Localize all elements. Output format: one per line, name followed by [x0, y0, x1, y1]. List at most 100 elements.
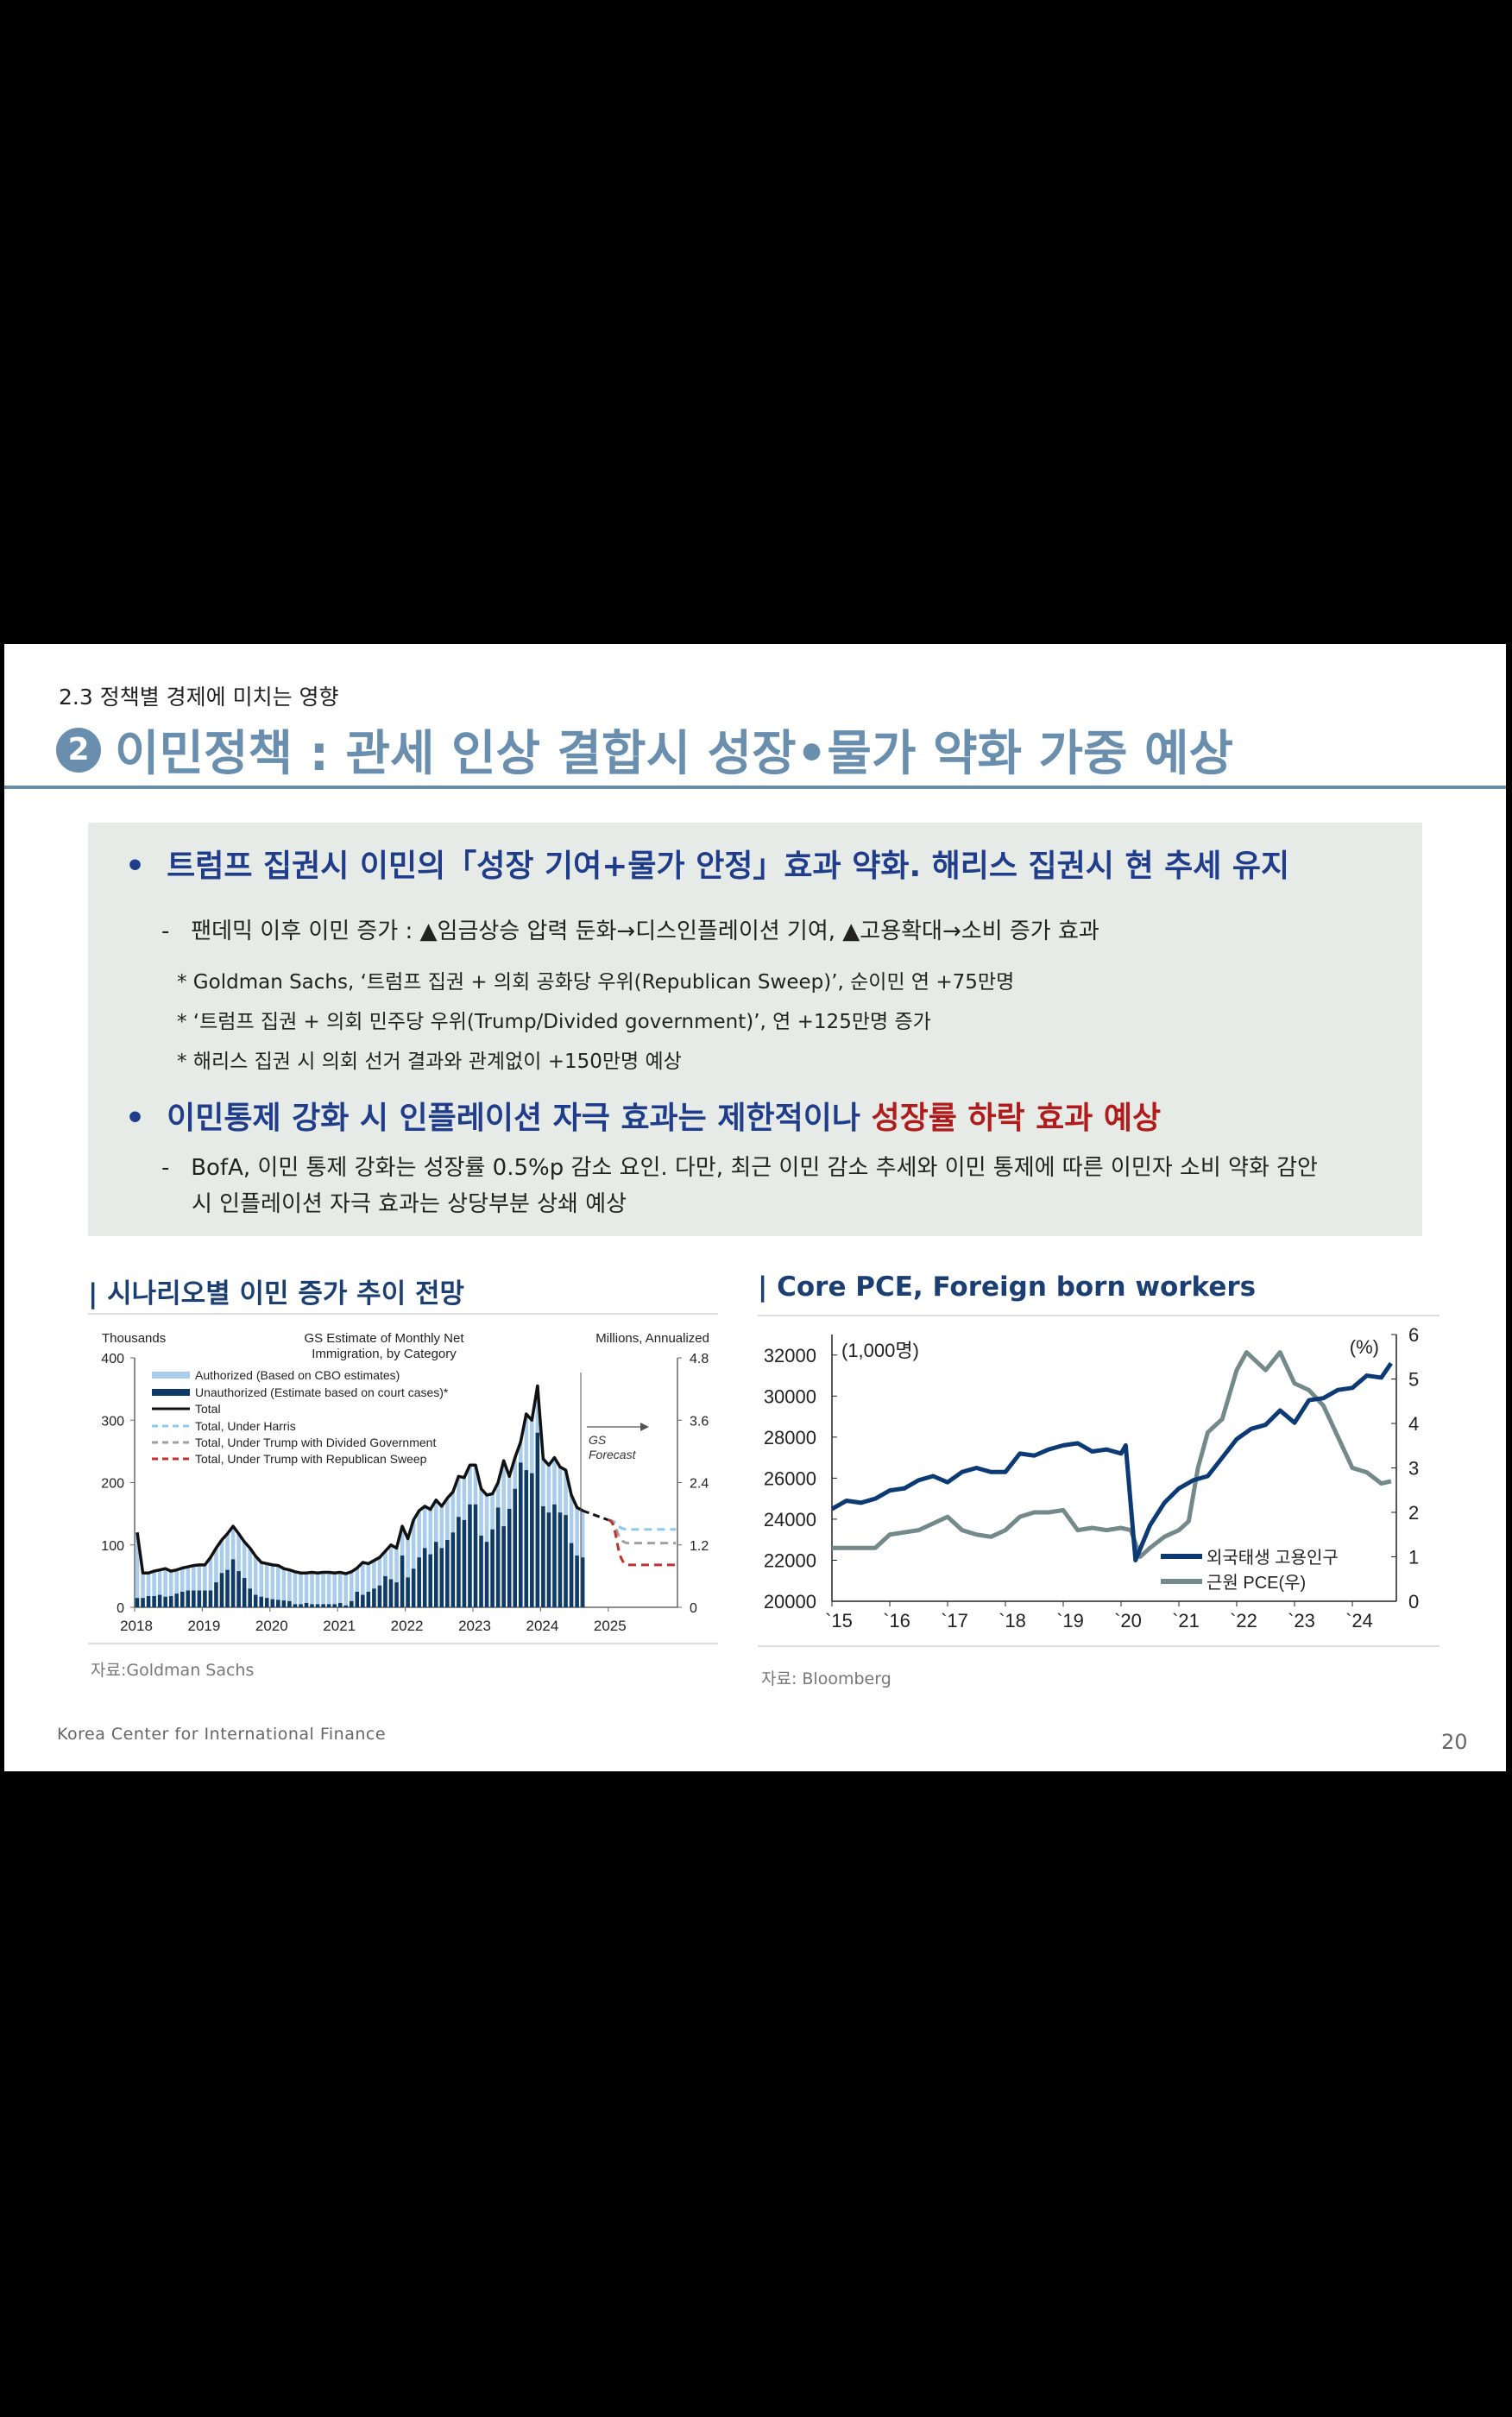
bar-unauthorized — [203, 1590, 207, 1607]
bar-unauthorized — [163, 1596, 167, 1607]
y2-tick-label: 4.8 — [690, 1352, 709, 1366]
bar-unauthorized — [281, 1600, 287, 1607]
bar-authorized — [264, 1563, 269, 1599]
bar-authorized — [372, 1560, 376, 1589]
bar-unauthorized — [513, 1488, 518, 1607]
bar-unauthorized — [552, 1504, 557, 1607]
bar-authorized — [490, 1493, 495, 1530]
forecast-divided-line — [608, 1518, 677, 1545]
bar-authorized — [513, 1457, 518, 1489]
y2-tick-label: 4 — [1408, 1413, 1419, 1435]
y-tick-label: 26000 — [764, 1467, 816, 1489]
x-tick-label: 2022 — [391, 1618, 424, 1634]
x-tick-label: `19 — [1056, 1610, 1084, 1631]
bar-authorized — [558, 1467, 563, 1513]
y-tick-label: 30000 — [764, 1385, 816, 1407]
bar-authorized — [433, 1499, 438, 1543]
bar-authorized — [422, 1505, 427, 1549]
bar-authorized — [479, 1488, 483, 1536]
bar-authorized — [337, 1572, 343, 1603]
bar-authorized — [518, 1442, 523, 1463]
bar-unauthorized — [192, 1590, 196, 1607]
forecast-sweep-line — [608, 1518, 677, 1567]
forecast-harris-line — [608, 1518, 677, 1531]
page-title-text: 이민정책 : 관세 인상 결합시 성장•물가 약화 가중 예상 — [115, 726, 1234, 782]
bar-unauthorized — [349, 1600, 354, 1607]
bar-unauthorized — [501, 1526, 506, 1607]
bar-unauthorized — [337, 1602, 343, 1607]
bar-unauthorized — [507, 1508, 512, 1607]
bar-authorized — [321, 1572, 325, 1605]
bullet-dot: • — [125, 1101, 146, 1136]
bar-authorized — [541, 1459, 545, 1506]
bar-unauthorized — [361, 1594, 365, 1607]
x-tick-label: 2025 — [594, 1618, 627, 1634]
bar-unauthorized — [253, 1594, 258, 1607]
bar-unauthorized — [230, 1559, 236, 1607]
bar-unauthorized — [564, 1515, 568, 1607]
bullet-1-text: 트럼프 집권시 이민의「성장 기여+물가 안정」효과 약화. 해리스 집권시 현… — [167, 849, 1290, 884]
slide: 2.3 정책별 경제에 미치는 영향 2 이민정책 : 관세 인상 결합시 성장… — [4, 644, 1506, 1771]
x-tick-label: 2020 — [255, 1618, 288, 1634]
forecast-label: GS — [589, 1433, 607, 1447]
bar-authorized — [192, 1565, 196, 1591]
bar-unauthorized — [332, 1604, 337, 1607]
page-number: 20 — [1441, 1730, 1468, 1754]
bar-unauthorized — [326, 1604, 331, 1607]
bar-unauthorized — [450, 1532, 456, 1607]
x-tick-label: 2023 — [458, 1618, 491, 1634]
bar-authorized — [457, 1476, 461, 1518]
number-badge: 2 — [56, 727, 101, 773]
y-tick-label: 400 — [101, 1352, 124, 1366]
page-title: 2 이민정책 : 관세 인상 결합시 성장•물가 약화 가중 예상 — [56, 715, 1233, 785]
bar-authorized — [535, 1385, 540, 1433]
bar-unauthorized — [287, 1600, 292, 1607]
bar-unauthorized — [473, 1504, 478, 1607]
bar-unauthorized — [383, 1575, 387, 1607]
x-tick-label: `15 — [825, 1610, 853, 1631]
arrow-right-icon — [640, 1423, 649, 1431]
x-tick-label: `21 — [1172, 1610, 1200, 1631]
bar-unauthorized — [377, 1585, 382, 1607]
bar-unauthorized — [433, 1542, 438, 1607]
y2-tick-label: 3.6 — [690, 1414, 709, 1429]
y-tick-label: 24000 — [764, 1509, 816, 1530]
bar-authorized — [197, 1564, 202, 1591]
y-tick-label: 32000 — [764, 1345, 816, 1366]
bullet-2-sub: - BofA, 이민 통제 강화는 성장률 0.5%p 감소 요인. 다만, 최… — [161, 1150, 1318, 1182]
bar-unauthorized — [439, 1548, 444, 1607]
bar-authorized — [259, 1562, 264, 1597]
y2-tick-label: 0 — [1408, 1591, 1419, 1612]
y-tick-label: 28000 — [764, 1427, 816, 1448]
bar-authorized — [248, 1548, 252, 1589]
bar-authorized — [270, 1564, 275, 1600]
bar-authorized — [546, 1465, 551, 1513]
bar-unauthorized — [141, 1598, 145, 1607]
bar-authorized — [293, 1571, 298, 1605]
bar-authorized — [394, 1548, 399, 1583]
bar-unauthorized — [558, 1512, 563, 1607]
x-tick-label: 2024 — [526, 1618, 558, 1634]
bar-authorized — [530, 1420, 534, 1474]
y2-tick-label: 5 — [1408, 1369, 1419, 1391]
bar-unauthorized — [219, 1573, 224, 1607]
bar-authorized — [141, 1573, 145, 1599]
bar-authorized — [428, 1509, 433, 1555]
forecast-label: Forecast — [589, 1448, 637, 1461]
bar-authorized — [462, 1477, 467, 1520]
bar-unauthorized — [304, 1602, 309, 1607]
legend-label: Total, Under Trump with Republican Sweep — [195, 1452, 427, 1466]
y2-tick-label: 0 — [690, 1601, 697, 1616]
bar-unauthorized — [259, 1596, 264, 1607]
bar-unauthorized — [157, 1594, 162, 1607]
bar-unauthorized — [400, 1556, 405, 1607]
bar-authorized — [439, 1505, 444, 1549]
bullet-2-sub-text: BofA, 이민 통제 강화는 성장률 0.5%p 감소 요인. 다만, 최근 … — [191, 1155, 1318, 1181]
x-tick-label: 2021 — [323, 1618, 356, 1634]
bar-unauthorized — [524, 1470, 529, 1607]
bar-authorized — [168, 1571, 173, 1596]
bar-authorized — [186, 1567, 191, 1591]
bar-unauthorized — [422, 1548, 427, 1607]
bar-unauthorized — [236, 1571, 241, 1607]
bar-authorized — [377, 1557, 382, 1586]
